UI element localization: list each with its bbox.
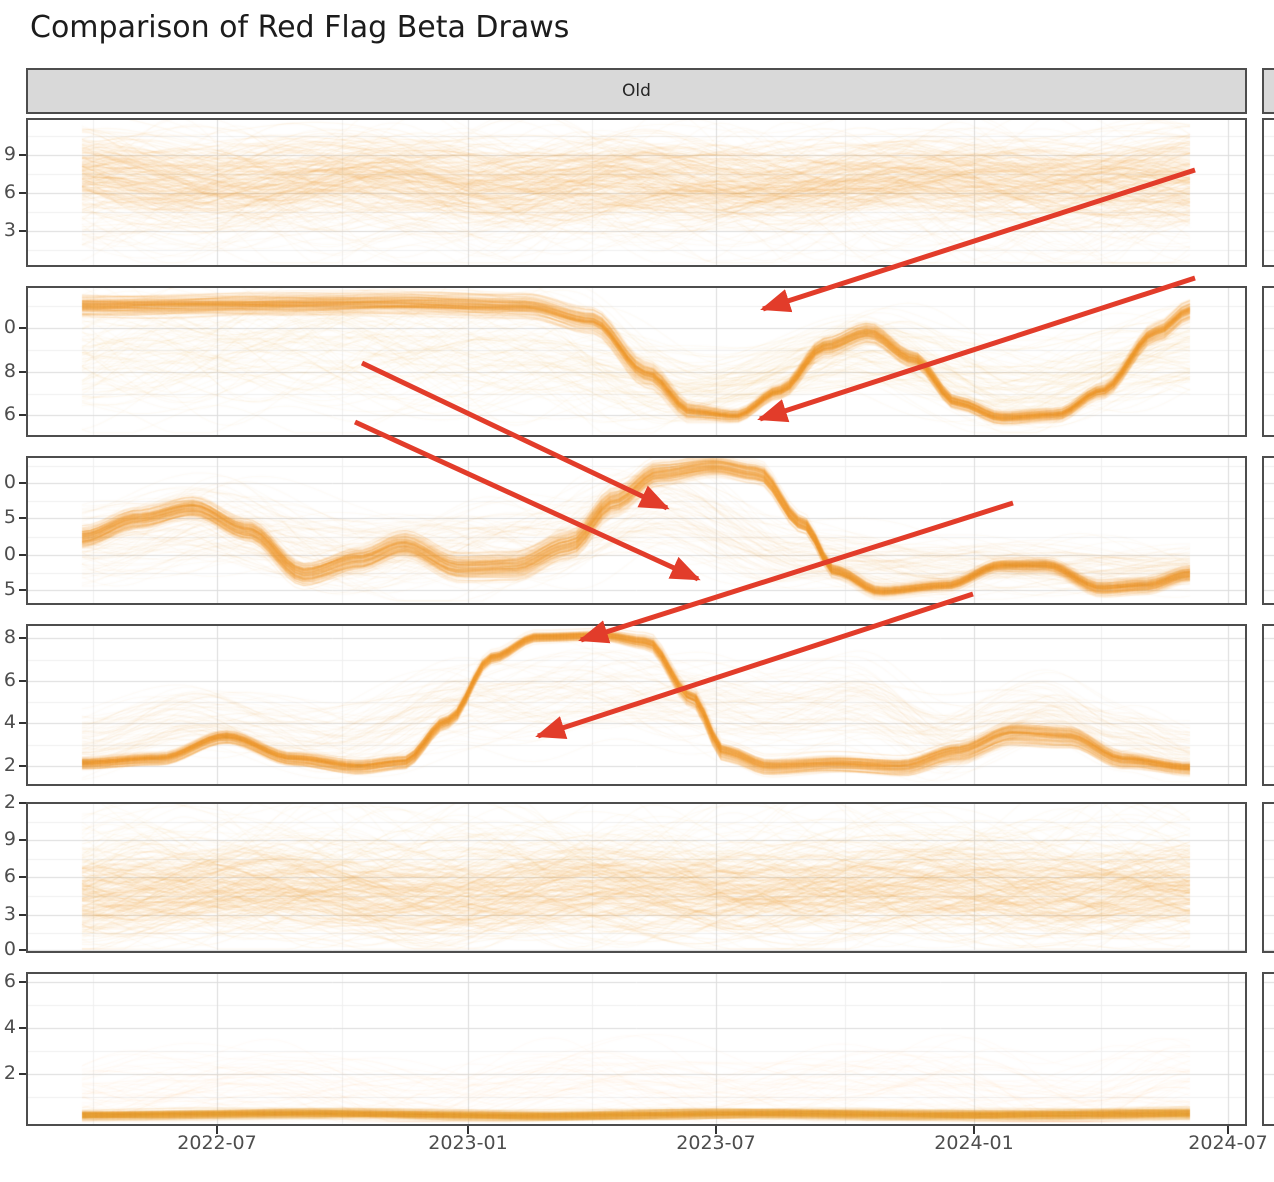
panel-partial-4-canvas <box>1264 626 1274 784</box>
x-tick-mark <box>715 1126 717 1134</box>
y-tick-mark <box>19 637 26 639</box>
panel-1 <box>26 118 1247 267</box>
y-tick-mark <box>19 154 26 156</box>
y-tick-label: 2 <box>3 791 16 813</box>
y-tick-label: 3 <box>3 219 16 241</box>
panel-partial-4 <box>1262 624 1274 786</box>
facet-strip: Old <box>26 68 1247 114</box>
facet-strip-partial <box>1262 68 1274 114</box>
panel-partial-5 <box>1262 802 1274 953</box>
y-tick-label: 5 <box>3 578 16 600</box>
panel-partial-1-canvas <box>1264 120 1274 265</box>
y-tick-mark <box>19 192 26 194</box>
y-tick-label: 2 <box>3 1062 16 1084</box>
y-tick-label: 4 <box>3 711 16 733</box>
x-tick-mark <box>216 1126 218 1134</box>
y-tick-label: 6 <box>3 403 16 425</box>
y-tick-mark <box>19 517 26 519</box>
y-tick-label: 6 <box>3 181 16 203</box>
y-tick-mark <box>19 1027 26 1029</box>
y-tick-label: 8 <box>3 360 16 382</box>
y-tick-mark <box>19 680 26 682</box>
y-tick-mark <box>19 589 26 591</box>
y-tick-mark <box>19 765 26 767</box>
x-tick-label: 2024-07 <box>1188 1132 1268 1154</box>
y-tick-label: 8 <box>3 626 16 648</box>
y-tick-label: 6 <box>3 669 16 691</box>
y-tick-mark <box>19 371 26 373</box>
chart-title: Comparison of Red Flag Beta Draws <box>30 10 570 45</box>
x-tick-label: 2023-01 <box>428 1132 508 1154</box>
x-tick-label: 2022-07 <box>177 1132 257 1154</box>
y-tick-label: 0 <box>3 316 16 338</box>
panel-5-draws-canvas <box>28 804 1245 951</box>
y-tick-label: 2 <box>3 754 16 776</box>
y-tick-label: 6 <box>3 865 16 887</box>
y-tick-label: 6 <box>3 970 16 992</box>
panel-5 <box>26 802 1247 953</box>
panel-partial-1 <box>1262 118 1274 267</box>
panel-partial-3 <box>1262 456 1274 605</box>
panel-6 <box>26 972 1247 1126</box>
y-tick-mark <box>19 876 26 878</box>
panel-4-draws-canvas <box>28 626 1245 784</box>
panel-partial-2-canvas <box>1264 288 1274 435</box>
y-tick-mark <box>19 554 26 556</box>
panel-4 <box>26 624 1247 786</box>
panel-1-draws-canvas <box>28 120 1245 265</box>
y-tick-label: 4 <box>3 1016 16 1038</box>
panel-partial-6-canvas <box>1264 974 1274 1124</box>
facet-strip-label: Old <box>622 81 651 101</box>
x-tick-label: 2024-01 <box>934 1132 1014 1154</box>
y-tick-label: 3 <box>3 903 16 925</box>
y-tick-label: 9 <box>3 143 16 165</box>
y-tick-mark <box>19 722 26 724</box>
y-tick-mark <box>19 802 26 804</box>
y-tick-mark <box>19 482 26 484</box>
y-tick-label: 0 <box>3 471 16 493</box>
panel-2-draws-canvas <box>28 288 1245 435</box>
panel-partial-2 <box>1262 286 1274 437</box>
y-tick-mark <box>19 981 26 983</box>
y-tick-mark <box>19 414 26 416</box>
panel-2 <box>26 286 1247 437</box>
x-tick-mark <box>1227 1126 1229 1134</box>
y-tick-mark <box>19 327 26 329</box>
y-tick-mark <box>19 839 26 841</box>
x-tick-mark <box>467 1126 469 1134</box>
x-tick-mark <box>973 1126 975 1134</box>
panel-partial-6 <box>1262 972 1274 1126</box>
y-tick-mark <box>19 230 26 232</box>
y-tick-label: 9 <box>3 828 16 850</box>
y-tick-label: 0 <box>3 938 16 960</box>
x-tick-label: 2023-07 <box>676 1132 756 1154</box>
panel-partial-5-canvas <box>1264 804 1274 951</box>
y-tick-label: 0 <box>3 543 16 565</box>
y-tick-label: 5 <box>3 506 16 528</box>
panel-6-draws-canvas <box>28 974 1245 1124</box>
y-tick-mark <box>19 949 26 951</box>
y-tick-mark <box>19 1073 26 1075</box>
y-tick-mark <box>19 914 26 916</box>
panel-partial-3-canvas <box>1264 458 1274 603</box>
panel-3 <box>26 456 1247 605</box>
panel-3-draws-canvas <box>28 458 1245 603</box>
